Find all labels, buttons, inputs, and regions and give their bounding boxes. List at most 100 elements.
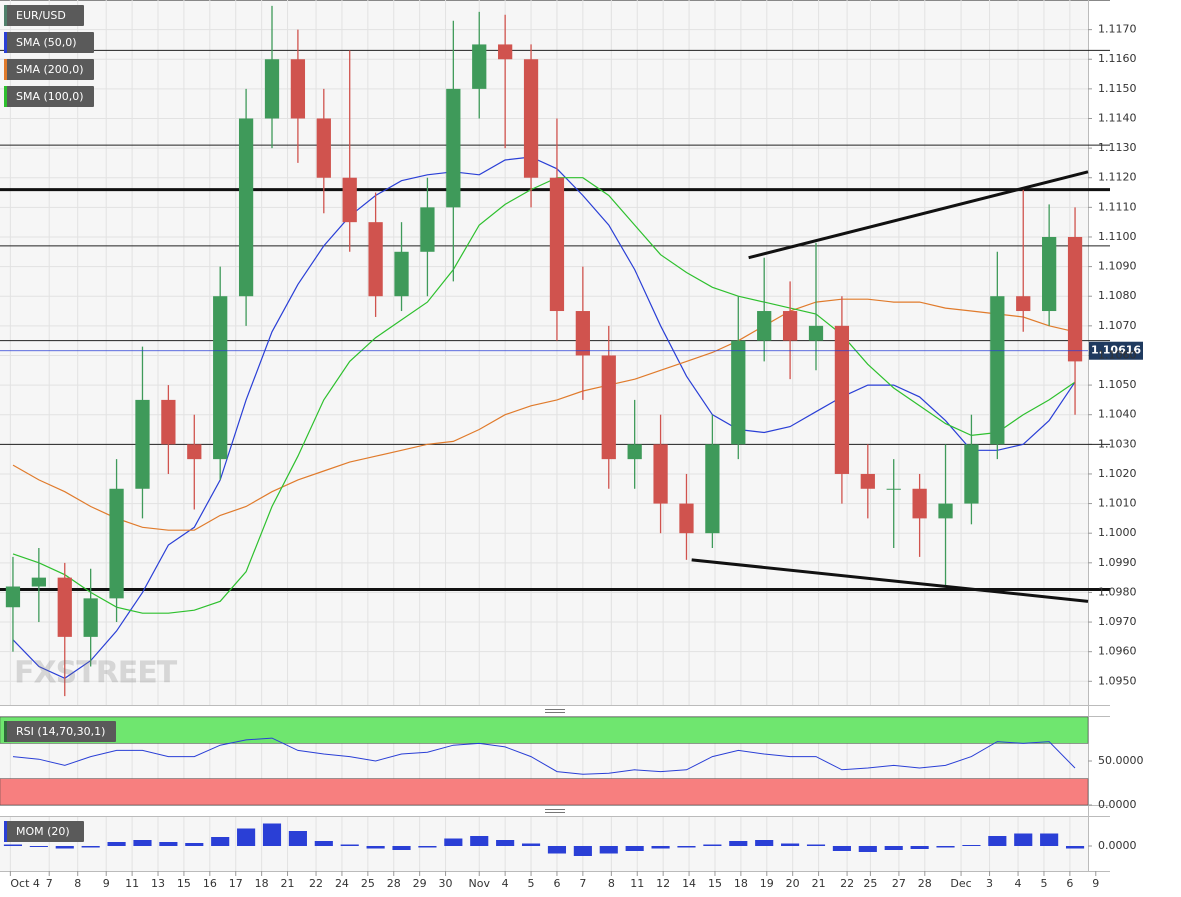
- x-tick-label: 25: [361, 877, 375, 890]
- candle-body: [757, 311, 772, 341]
- mom-bar: [237, 828, 256, 846]
- mom-bar: [910, 846, 929, 849]
- x-tick-label: 7: [579, 877, 586, 890]
- legend-box: [4, 59, 94, 80]
- mom-bar: [884, 846, 903, 850]
- candle-body: [316, 118, 331, 178]
- legend-swatch: [4, 821, 7, 842]
- x-tick-label: 18: [255, 877, 269, 890]
- candle-body: [1042, 236, 1057, 312]
- candle-body: [368, 222, 383, 297]
- candle-body: [964, 444, 979, 504]
- y-tick-label: 1.1040: [1098, 408, 1137, 421]
- y-tick-label: 0.0000: [1098, 798, 1137, 811]
- x-tick-label: 7: [46, 877, 53, 890]
- panel-grip[interactable]: [545, 809, 565, 813]
- y-tick-label: 1.1170: [1098, 23, 1137, 36]
- x-tick-label: 17: [229, 877, 243, 890]
- candle-body: [653, 444, 668, 504]
- legend-item[interactable]: MOM (20): [4, 821, 84, 842]
- y-tick-label: 1.1090: [1098, 260, 1137, 273]
- mom-bar: [262, 823, 282, 846]
- legend-item[interactable]: SMA (200,0): [4, 59, 94, 80]
- y-tick-label: 1.0950: [1098, 674, 1137, 687]
- panel-grip[interactable]: [545, 709, 565, 713]
- candle-body: [705, 444, 720, 534]
- mom-bar: [703, 844, 722, 846]
- legend-box: [4, 721, 116, 742]
- x-tick-label: 4: [502, 877, 509, 890]
- mom-bar: [159, 842, 178, 846]
- x-tick-label: 11: [630, 877, 644, 890]
- candle-body: [342, 177, 357, 223]
- candle-body: [498, 44, 513, 60]
- legend-item[interactable]: SMA (100,0): [4, 86, 94, 107]
- mom-bar: [288, 831, 307, 846]
- mom-bar: [1014, 833, 1033, 846]
- legend-box: [4, 86, 94, 107]
- legend-item[interactable]: RSI (14,70,30,1): [4, 721, 116, 742]
- trend-line: [748, 170, 1089, 260]
- candle-body: [135, 399, 150, 489]
- x-tick-label: 12: [656, 877, 670, 890]
- x-tick-label: Oct 4: [10, 877, 40, 890]
- mom-bar: [366, 846, 385, 849]
- candle-body: [1016, 296, 1031, 312]
- x-tick-label: Nov: [469, 877, 491, 890]
- x-tick-label: 29: [413, 877, 427, 890]
- y-tick-label: 1.1100: [1098, 230, 1137, 243]
- mom-bar: [444, 838, 463, 846]
- legend-box: [4, 821, 84, 842]
- overlay-layer: 1.10616 FXSTREET: [0, 170, 1143, 691]
- legend-swatch: [4, 59, 7, 80]
- legend-item[interactable]: EUR/USD: [4, 5, 84, 26]
- legend-item[interactable]: SMA (50,0): [4, 32, 94, 53]
- x-tick-label: 20: [786, 877, 800, 890]
- mom-bar: [781, 843, 800, 846]
- x-tick-label: 27: [892, 877, 906, 890]
- candle-body: [523, 59, 539, 178]
- x-tick-label: 3: [986, 877, 993, 890]
- x-tick-label: 4: [1015, 877, 1022, 890]
- last-price-label: 1.10616: [1091, 344, 1141, 357]
- grid-layer: [0, 0, 1097, 876]
- x-tick-label: 25: [863, 877, 877, 890]
- x-tick-label: 30: [439, 877, 453, 890]
- x-tick-label: 5: [528, 877, 535, 890]
- mom-bar: [988, 836, 1007, 846]
- y-tick-label: 1.1160: [1098, 52, 1137, 65]
- mom-bar: [29, 846, 48, 847]
- candle-body: [290, 59, 306, 119]
- mom-bar: [1065, 846, 1085, 849]
- candle-body: [834, 325, 850, 474]
- x-tick-label: 14: [682, 877, 696, 890]
- candle-body: [187, 444, 202, 460]
- legend-label: RSI (14,70,30,1): [16, 725, 105, 738]
- candle-body: [886, 488, 901, 490]
- y-tick-label: 1.0980: [1098, 585, 1137, 598]
- mom-bar: [547, 846, 567, 854]
- mom-bar: [755, 840, 774, 846]
- trend-line: [691, 558, 1089, 603]
- y-tick-label: 1.1140: [1098, 111, 1137, 124]
- rsi-band: [0, 778, 1089, 806]
- mom-bar: [651, 846, 670, 849]
- x-tick-label: 13: [151, 877, 165, 890]
- legend-swatch: [4, 86, 7, 107]
- legend-box: [4, 5, 84, 26]
- sma-line: [12, 177, 1076, 614]
- rsi-band: [0, 716, 1089, 744]
- mom-bar: [470, 836, 489, 846]
- legend-swatch: [4, 32, 7, 53]
- y-tick-label: 1.1150: [1098, 82, 1137, 95]
- legend-swatch: [4, 721, 7, 742]
- candle-body: [601, 355, 616, 460]
- mom-bar: [314, 841, 333, 846]
- candle-body: [109, 488, 124, 599]
- x-tick-label: 21: [812, 877, 826, 890]
- x-tick-label: 9: [1092, 877, 1099, 890]
- candle-body: [679, 503, 694, 534]
- x-tick-label: 9: [103, 877, 110, 890]
- x-tick-label: 22: [309, 877, 323, 890]
- mom-bar: [107, 842, 126, 846]
